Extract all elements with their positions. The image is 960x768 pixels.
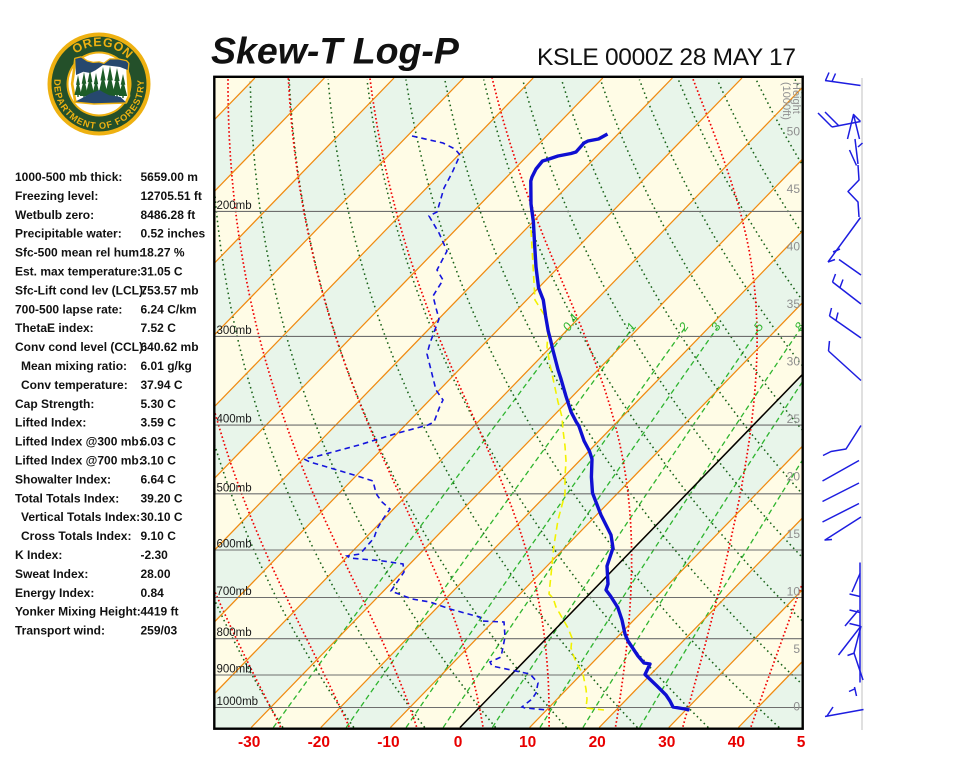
svg-text:0: 0	[793, 700, 800, 714]
svg-text:Sfc-Lift cond lev (LCL):: Sfc-Lift cond lev (LCL):	[15, 283, 147, 297]
svg-text:1000-500 mb thick:: 1000-500 mb thick:	[15, 170, 122, 184]
svg-text:28.00: 28.00	[141, 567, 171, 581]
svg-text:Energy Index:: Energy Index:	[15, 586, 94, 600]
svg-text:30.10 C: 30.10 C	[141, 510, 183, 524]
svg-text:6.01 g/kg: 6.01 g/kg	[141, 359, 192, 373]
svg-text:Freezing level:: Freezing level:	[15, 189, 98, 203]
svg-text:Sfc-500 mean rel hum:: Sfc-500 mean rel hum:	[15, 246, 143, 260]
svg-text:Lifted Index:: Lifted Index:	[15, 416, 86, 430]
svg-text:0: 0	[454, 734, 463, 751]
svg-text:6.64 C: 6.64 C	[141, 472, 177, 486]
svg-text:259/03: 259/03	[141, 624, 178, 638]
svg-text:40: 40	[787, 240, 801, 254]
svg-text:Vertical Totals Index:: Vertical Totals Index:	[21, 510, 140, 524]
svg-text:31.05 C: 31.05 C	[141, 265, 183, 279]
svg-text:Precipitable water:: Precipitable water:	[15, 227, 122, 241]
svg-text:30: 30	[787, 355, 801, 369]
svg-text:900mb: 900mb	[217, 664, 252, 676]
svg-text:7.52 C: 7.52 C	[141, 321, 177, 335]
svg-text:20: 20	[589, 734, 606, 751]
svg-text:500mb: 500mb	[217, 482, 252, 494]
svg-text:Transport wind:: Transport wind:	[15, 624, 105, 638]
svg-text:15: 15	[787, 527, 801, 541]
svg-text:6.03 C: 6.03 C	[141, 435, 177, 449]
svg-text:30: 30	[658, 734, 675, 751]
svg-text:0.52 inches: 0.52 inches	[141, 227, 206, 241]
svg-text:40: 40	[728, 734, 745, 751]
svg-text:Cross Totals Index:: Cross Totals Index:	[21, 529, 131, 543]
svg-text:Skew-T Log-P: Skew-T Log-P	[211, 30, 460, 72]
svg-text:5.30 C: 5.30 C	[141, 397, 177, 411]
svg-text:Total Totals Index:: Total Totals Index:	[15, 491, 119, 505]
svg-text:800mb: 800mb	[217, 627, 252, 639]
svg-text:8486.28 ft: 8486.28 ft	[141, 208, 196, 222]
svg-text:KSLE 0000Z 28 MAY 17: KSLE 0000Z 28 MAY 17	[537, 44, 796, 71]
svg-text:-10: -10	[377, 734, 399, 751]
svg-text:640.62 mb: 640.62 mb	[141, 340, 199, 354]
svg-text:Cap Strength:: Cap Strength:	[15, 397, 94, 411]
svg-text:39.20 C: 39.20 C	[141, 491, 183, 505]
svg-text:Conv temperature:: Conv temperature:	[21, 378, 128, 392]
svg-text:400mb: 400mb	[217, 414, 252, 426]
svg-text:K Index:: K Index:	[15, 548, 62, 562]
svg-text:(1000ft): (1000ft)	[780, 82, 792, 120]
svg-text:Sweat Index:: Sweat Index:	[15, 567, 88, 581]
svg-text:-20: -20	[308, 734, 330, 751]
svg-text:25: 25	[787, 412, 801, 426]
svg-text:12705.51 ft: 12705.51 ft	[141, 189, 202, 203]
svg-text:0.84: 0.84	[141, 586, 165, 600]
svg-text:700mb: 700mb	[217, 586, 252, 598]
svg-text:18.27 %: 18.27 %	[141, 246, 185, 260]
svg-text:Lifted Index @700 mb:: Lifted Index @700 mb:	[15, 454, 143, 468]
svg-text:Height: Height	[790, 82, 802, 114]
svg-text:3.10 C: 3.10 C	[141, 454, 177, 468]
svg-text:10: 10	[519, 734, 536, 751]
svg-text:Wetbulb zero:: Wetbulb zero:	[15, 208, 94, 222]
svg-text:8: 8	[792, 320, 807, 334]
svg-text:Est. max temperature:: Est. max temperature:	[15, 265, 141, 279]
svg-text:600mb: 600mb	[217, 539, 252, 551]
svg-text:6.24 C/km: 6.24 C/km	[141, 302, 197, 316]
svg-text:5: 5	[793, 642, 800, 656]
svg-text:35: 35	[787, 297, 801, 311]
svg-text:37.94 C: 37.94 C	[141, 378, 183, 392]
svg-text:20: 20	[787, 470, 801, 484]
svg-text:Conv cond level (CCL):: Conv cond level (CCL):	[15, 340, 147, 354]
svg-text:ThetaE index:: ThetaE index:	[15, 321, 94, 335]
svg-text:10: 10	[787, 585, 801, 599]
svg-text:Mean mixing ratio:: Mean mixing ratio:	[21, 359, 127, 373]
svg-text:-30: -30	[238, 734, 260, 751]
svg-text:3.59 C: 3.59 C	[141, 416, 177, 430]
svg-text:700-500 lapse rate:: 700-500 lapse rate:	[15, 302, 122, 316]
svg-text:1000mb: 1000mb	[217, 696, 259, 708]
svg-text:Yonker Mixing Height:: Yonker Mixing Height:	[15, 605, 141, 619]
svg-text:-2.30: -2.30	[141, 548, 169, 562]
svg-text:753.57 mb: 753.57 mb	[141, 283, 199, 297]
svg-text:300mb: 300mb	[217, 325, 252, 337]
svg-text:5: 5	[797, 734, 806, 751]
svg-text:Showalter Index:: Showalter Index:	[15, 472, 111, 486]
svg-text:4419 ft: 4419 ft	[141, 605, 179, 619]
svg-text:Lifted Index @300 mb:: Lifted Index @300 mb:	[15, 435, 143, 449]
svg-text:50: 50	[787, 125, 801, 139]
svg-text:5659.00 m: 5659.00 m	[141, 170, 198, 184]
svg-text:200mb: 200mb	[217, 200, 252, 212]
svg-text:9.10 C: 9.10 C	[141, 529, 177, 543]
svg-text:45: 45	[787, 182, 801, 196]
